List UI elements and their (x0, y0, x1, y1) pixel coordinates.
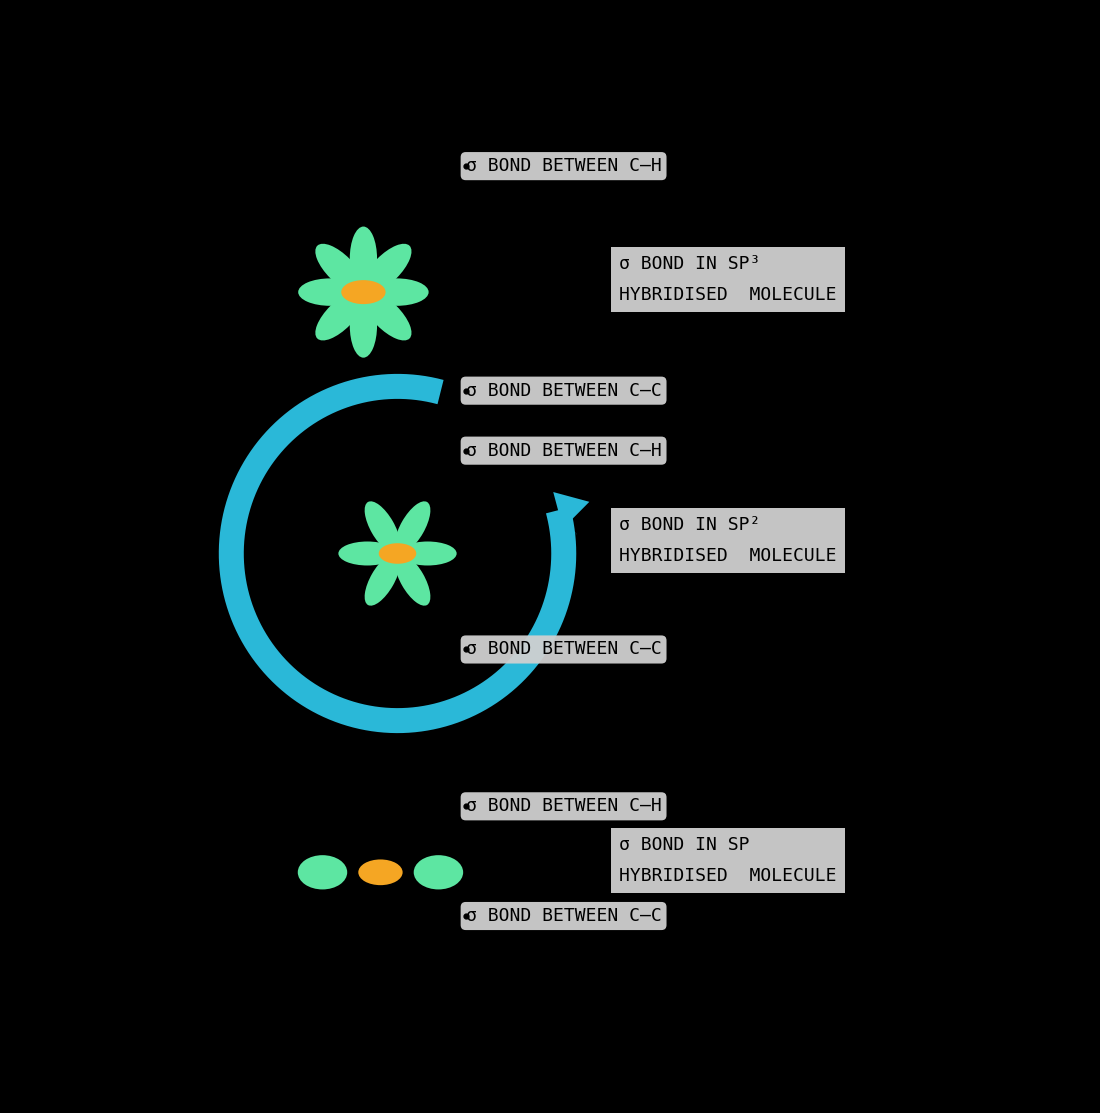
Ellipse shape (395, 554, 430, 605)
Ellipse shape (395, 501, 430, 553)
Text: σ BOND IN SP²
HYBRIDISED  MOLECULE: σ BOND IN SP² HYBRIDISED MOLECULE (619, 516, 837, 565)
Ellipse shape (414, 855, 463, 889)
Ellipse shape (350, 227, 377, 290)
Ellipse shape (398, 542, 456, 565)
Ellipse shape (298, 278, 362, 306)
Ellipse shape (362, 290, 411, 341)
Text: σ BOND IN SP
HYBRIDISED  MOLECULE: σ BOND IN SP HYBRIDISED MOLECULE (619, 836, 837, 885)
Ellipse shape (364, 554, 400, 605)
Ellipse shape (341, 280, 386, 304)
Text: σ BOND BETWEEN C–H: σ BOND BETWEEN C–H (465, 442, 661, 460)
Ellipse shape (298, 855, 348, 889)
Ellipse shape (365, 278, 429, 306)
Text: σ BOND BETWEEN C–C: σ BOND BETWEEN C–C (465, 640, 661, 659)
Text: σ BOND BETWEEN C–C: σ BOND BETWEEN C–C (465, 907, 661, 925)
Ellipse shape (378, 543, 416, 564)
Ellipse shape (316, 290, 364, 341)
Ellipse shape (359, 859, 403, 885)
Text: σ BOND BETWEEN C–H: σ BOND BETWEEN C–H (465, 797, 661, 816)
Text: σ BOND BETWEEN C–C: σ BOND BETWEEN C–C (465, 382, 661, 400)
Ellipse shape (364, 501, 400, 553)
Ellipse shape (339, 542, 396, 565)
Text: σ BOND BETWEEN C–H: σ BOND BETWEEN C–H (465, 157, 661, 175)
Ellipse shape (362, 244, 411, 293)
Polygon shape (553, 492, 590, 529)
Ellipse shape (350, 294, 377, 357)
Ellipse shape (316, 244, 364, 293)
Text: σ BOND IN SP³
HYBRIDISED  MOLECULE: σ BOND IN SP³ HYBRIDISED MOLECULE (619, 255, 837, 304)
